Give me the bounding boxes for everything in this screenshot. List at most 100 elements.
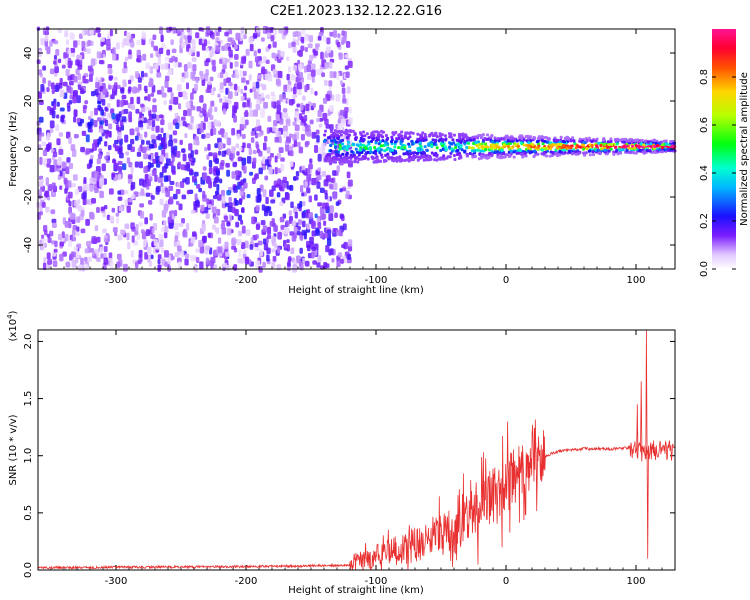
spectrogram-cell: [177, 103, 182, 110]
spectrogram-cell: [304, 125, 310, 132]
spectrogram-cell: [119, 99, 124, 108]
spectrogram-cell: [73, 200, 77, 207]
spectrogram-cell: [120, 87, 125, 94]
spectrogram-cell: [306, 64, 312, 73]
spectrogram-cell: [152, 104, 157, 113]
spectrogram-cell: [434, 131, 438, 135]
spectrogram-cell: [214, 227, 220, 233]
spectrogram-cell: [231, 127, 236, 136]
spectrogram-cell: [43, 257, 47, 263]
spectrogram-cell: [300, 134, 305, 141]
spectrogram-cell: [76, 95, 81, 104]
spectrogram-cell: [317, 202, 323, 207]
spectrogram-cell: [357, 153, 361, 157]
spectrogram-cell: [87, 256, 92, 263]
spectrogram-cell: [271, 261, 276, 268]
spectrogram-cell: [143, 239, 148, 244]
spectrogram-cell: [195, 248, 201, 253]
spectrogram-cell: [562, 144, 566, 148]
spectrogram-cell: [630, 147, 634, 151]
spectrogram-cell: [70, 183, 76, 188]
spectrogram-cell: [250, 137, 255, 143]
spectrogram-cell: [136, 233, 140, 241]
spectrogram-cell: [107, 131, 112, 137]
snr-series-line: [37, 329, 675, 571]
spectrogram-cell: [240, 26, 245, 35]
spectrogram-cell: [255, 144, 260, 150]
spectrogram-cell: [108, 123, 113, 130]
spectrogram-cell: [128, 86, 132, 92]
spectrogram-cell: [135, 108, 140, 114]
spectrogram-cell: [177, 161, 182, 167]
spectrogram-cell: [310, 87, 314, 95]
spectrogram-cell: [374, 156, 378, 160]
spectrogram-cell: [265, 159, 269, 166]
spectrogram-cell: [521, 155, 525, 159]
spectrogram-cell: [38, 135, 42, 142]
spectrogram-cell: [215, 31, 220, 37]
spectrogram-cell: [126, 32, 131, 40]
spectrogram-cell: [283, 84, 289, 92]
spectrogram-cell: [226, 228, 232, 236]
spectrogram-cell: [219, 128, 225, 134]
spectrogram-cell: [343, 145, 347, 149]
snr-x-tick-label: 0: [503, 576, 509, 587]
spectrogram-cell: [569, 139, 573, 143]
spectrogram-cell: [361, 143, 365, 147]
spectrogram-cell: [119, 120, 124, 127]
spectrogram-cell: [106, 112, 111, 120]
spectrogram-cell: [123, 108, 129, 115]
spectrogram-cell: [289, 98, 294, 106]
spectrogram-cell: [107, 67, 113, 75]
spectrogram-cell: [289, 184, 294, 191]
spectrogram-cell: [442, 154, 446, 158]
spectrogram-cell: [329, 129, 333, 133]
spectrogram-cell: [323, 133, 327, 137]
spectrogram-cell: [410, 142, 414, 146]
spectrogram-cell: [590, 143, 594, 147]
spectrogram-cell: [50, 209, 56, 215]
spectrogram-cell: [209, 49, 214, 58]
spectrogram-cell: [198, 187, 203, 193]
spectrogram-cell: [458, 135, 462, 139]
spectrogram-cell: [65, 131, 71, 139]
spectrogram-cell: [346, 171, 351, 179]
spectrogram-cell: [222, 108, 227, 115]
spectrogram-cell: [156, 72, 162, 78]
colorbar-gradient: [712, 29, 736, 269]
spectrogram-cell: [596, 149, 600, 153]
spectrogram-cell: [211, 206, 217, 214]
spectrogram-cell: [400, 146, 404, 150]
spectrogram-cell: [290, 201, 294, 209]
spectrogram-cell: [154, 174, 158, 182]
spectrogram-cell: [635, 138, 639, 142]
spectrogram-cell: [404, 135, 408, 139]
spectrogram-cell: [256, 187, 261, 196]
spectrogram-cell: [660, 146, 664, 150]
spectrogram-cell: [46, 132, 51, 139]
spectrogram-cell: [201, 223, 206, 232]
spectrogram-cell: [550, 143, 554, 147]
spectrogram-cell: [141, 37, 146, 46]
spectrogram-cell: [216, 183, 220, 191]
spectrogram-cell: [484, 142, 488, 146]
spectrogram-cell: [350, 149, 354, 153]
spectrogram-cell: [85, 218, 90, 226]
spectrogram-cell: [524, 154, 528, 158]
spectrogram-cell: [241, 157, 247, 166]
spectrogram-cell: [228, 49, 233, 58]
spectrogram-cell: [255, 99, 260, 105]
spectrogram-cell: [519, 148, 523, 152]
spectrogram-cell: [311, 246, 316, 252]
spectrogram-cell: [66, 85, 72, 93]
spectrogram-cell: [138, 249, 143, 258]
spectrogram-cell: [292, 133, 297, 141]
spectrogram-cell: [157, 89, 162, 95]
spectrogram-cell: [67, 105, 71, 112]
spectrogram-cell: [418, 141, 422, 145]
spectrogram-cell: [184, 133, 188, 139]
spectrogram-cell: [224, 202, 230, 207]
spectrogram-cell: [124, 134, 129, 143]
spectrogram-cell: [545, 154, 549, 158]
spectrogram-cell: [244, 109, 249, 118]
